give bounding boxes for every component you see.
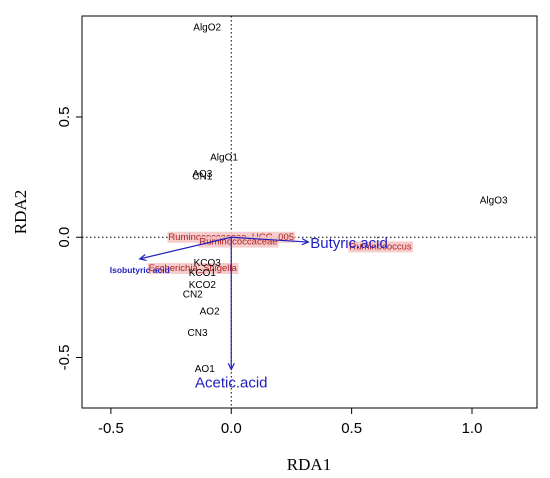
env-vector-arrowhead [227, 362, 235, 371]
taxon-label: Escherichia_Shigella [149, 263, 238, 274]
x-axis-title: RDA1 [287, 455, 331, 474]
reference-lines [82, 16, 537, 408]
site-label: AO3 [192, 169, 212, 180]
site-label: AlgO3 [480, 196, 508, 207]
taxon-highlight [198, 236, 279, 248]
x-tick-label: -0.5 [98, 420, 124, 437]
site-label: AO1 [195, 364, 215, 375]
x-tick-label: 1.0 [462, 420, 483, 437]
env-vectors: Butyric.acid Isobutyric acid Acetic.acid [110, 235, 388, 391]
taxon-label: Ruminococcaceae [199, 237, 277, 248]
y-tick-label: 0.5 [56, 107, 73, 128]
site-label: KCO2 [189, 280, 217, 291]
env-vector-label: Butyric.acid [310, 235, 388, 252]
site-label: AlgO2 [193, 23, 221, 34]
taxon-label: Ruminococcus [349, 241, 412, 252]
x-tick-label: 0.0 [221, 420, 242, 437]
y-tick-label: -0.5 [56, 345, 73, 371]
taxon-highlight [147, 263, 239, 275]
axis-ticks: -0.5 0.0 0.5 1.0 -0.5 0.0 0.5 [56, 107, 482, 437]
x-tick-label: 0.5 [341, 420, 362, 437]
env-vector-arrowhead [138, 254, 147, 261]
y-axis-title: RDA2 [11, 190, 30, 234]
site-label: CN2 [183, 289, 203, 300]
plot-frame [81, 15, 538, 409]
site-label: KCO3 [194, 258, 222, 269]
site-label: KCO1 [189, 268, 217, 279]
site-label: AO2 [200, 306, 220, 317]
env-vector-arrowhead [301, 238, 310, 246]
env-vector-label: Acetic.acid [195, 375, 268, 392]
site-label: CN3 [188, 328, 208, 339]
env-vector-line [139, 236, 232, 260]
env-vector-label: Isobutyric acid [110, 265, 170, 275]
site-label: AlgO1 [210, 152, 238, 163]
site-label: CN1 [192, 172, 212, 183]
y-tick-label: 0.0 [56, 227, 73, 248]
taxon-highlight [348, 241, 413, 253]
env-vector-line [231, 236, 309, 243]
